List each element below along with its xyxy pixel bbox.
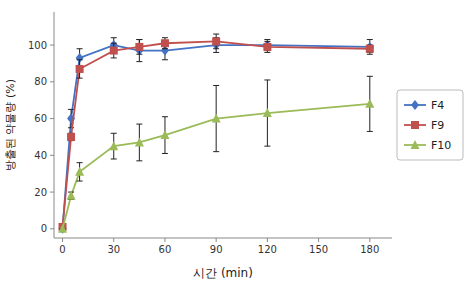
point (160, 130, 169, 139)
error-bar (367, 40, 373, 55)
x-tick (318, 238, 319, 242)
x-tick-label: 150 (309, 244, 328, 255)
y-tick (50, 81, 54, 82)
chart: 0 30 60 90 120 150 180 0 20 40 60 80 100 시간 (min) 방출된 … (0, 0, 469, 285)
error-bar (264, 41, 270, 52)
error-bar (213, 34, 219, 49)
y-tick (50, 45, 54, 46)
y-tick-label: 40 (34, 150, 47, 161)
y-tick (50, 118, 54, 119)
point (67, 191, 76, 200)
error-bar (162, 38, 168, 49)
y-tick-label: 100 (28, 40, 47, 51)
series (58, 76, 374, 233)
x-tick-label: 180 (360, 244, 379, 255)
legend-marker (411, 100, 419, 110)
x-tick (113, 238, 114, 242)
legend-label: F9 (431, 119, 444, 132)
point (365, 99, 374, 108)
series-line (63, 45, 370, 229)
series-line (63, 41, 370, 227)
series (59, 38, 374, 234)
y-tick-label: 80 (34, 76, 47, 87)
point (212, 114, 221, 123)
error-bar (77, 60, 83, 78)
point (212, 37, 220, 45)
y-axis-line (54, 12, 55, 238)
point (263, 43, 271, 51)
legend-box (397, 90, 463, 160)
y-tick-label: 60 (34, 113, 47, 124)
y-tick-label: 20 (34, 187, 47, 198)
y-tick (50, 192, 54, 193)
y-tick-label: 0 (41, 223, 47, 234)
legend: F4 F9 F10 (397, 90, 463, 160)
plot-area (58, 34, 374, 234)
point (263, 40, 271, 50)
series (59, 34, 374, 231)
legend-marker (411, 140, 420, 149)
error-bar (213, 38, 219, 53)
x-axis-line (54, 238, 392, 239)
point (161, 39, 169, 47)
point (135, 137, 144, 146)
legend-marker (411, 121, 419, 129)
x-tick-label: 120 (258, 244, 277, 255)
point (76, 65, 84, 73)
error-bar (136, 40, 142, 62)
x-axis-label: 시간 (min) (193, 266, 253, 280)
error-bar (136, 40, 142, 55)
point (58, 224, 67, 233)
axes: 0 30 60 90 120 150 180 0 20 40 60 80 100 (28, 12, 392, 255)
point (135, 43, 143, 51)
point (59, 224, 67, 234)
y-tick (50, 155, 54, 156)
x-tick (164, 238, 165, 242)
point (67, 133, 75, 141)
point (110, 47, 118, 55)
x-tick (216, 238, 217, 242)
error-bar (367, 45, 373, 52)
x-tick-label: 90 (210, 244, 223, 255)
point (366, 42, 374, 52)
error-bar (68, 133, 74, 140)
y-tick (50, 228, 54, 229)
y-axis-label: 방출된 약물량 (%) (4, 79, 17, 171)
error-bar (111, 43, 117, 58)
x-tick-label: 60 (159, 244, 172, 255)
x-tick (267, 238, 268, 242)
x-tick (369, 238, 370, 242)
legend-label: F10 (431, 139, 451, 152)
point (75, 167, 84, 176)
error-bar (264, 40, 270, 51)
x-tick (62, 238, 63, 242)
point (366, 45, 374, 53)
point (263, 108, 272, 117)
legend-label: F4 (431, 99, 444, 112)
x-tick-label: 0 (59, 244, 65, 255)
point (109, 141, 118, 150)
x-tick-label: 30 (107, 244, 120, 255)
